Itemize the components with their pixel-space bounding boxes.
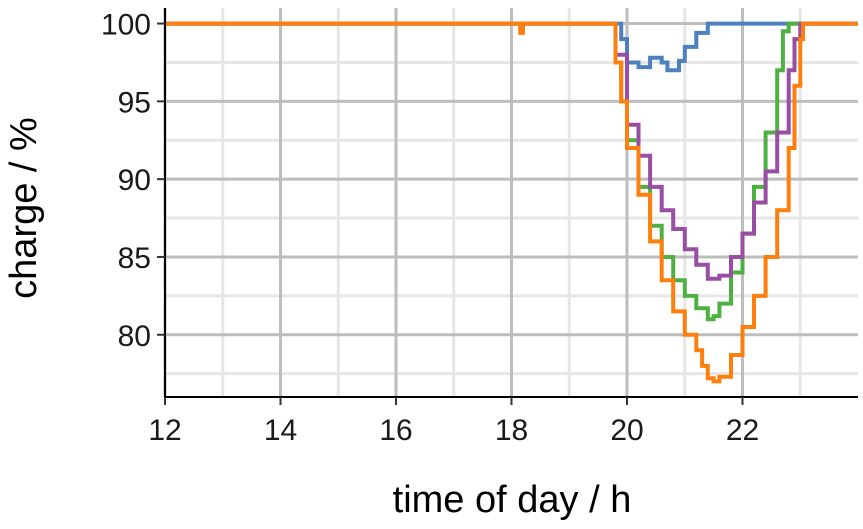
x-axis-title: time of day / h — [393, 479, 632, 521]
series-lines — [165, 21, 858, 384]
x-tick-label: 14 — [264, 414, 297, 447]
y-tick-label: 90 — [118, 164, 151, 197]
y-axis-title: charge / % — [3, 117, 45, 299]
x-tick-label: 20 — [610, 414, 643, 447]
y-tick-label: 80 — [118, 320, 151, 353]
x-tick-label: 12 — [148, 414, 181, 447]
y-axis-ticks: 80 85 90 95 100 — [101, 9, 165, 353]
series-line-3 — [165, 21, 858, 281]
y-tick-label: 85 — [118, 242, 151, 275]
x-tick-label: 16 — [379, 414, 412, 447]
series-line-1 — [165, 21, 858, 73]
x-tick-label: 22 — [726, 414, 759, 447]
y-tick-label: 100 — [101, 9, 151, 42]
y-tick-label: 95 — [118, 86, 151, 119]
x-axis-ticks: 12 14 16 18 20 22 — [148, 397, 759, 447]
x-tick-label: 18 — [495, 414, 528, 447]
series-line-4 — [165, 21, 858, 384]
